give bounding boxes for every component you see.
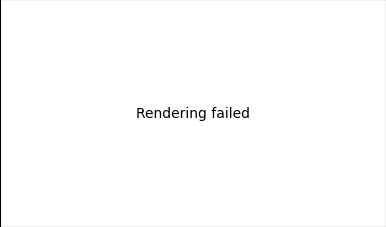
- Text: Rendering failed: Rendering failed: [136, 106, 250, 121]
